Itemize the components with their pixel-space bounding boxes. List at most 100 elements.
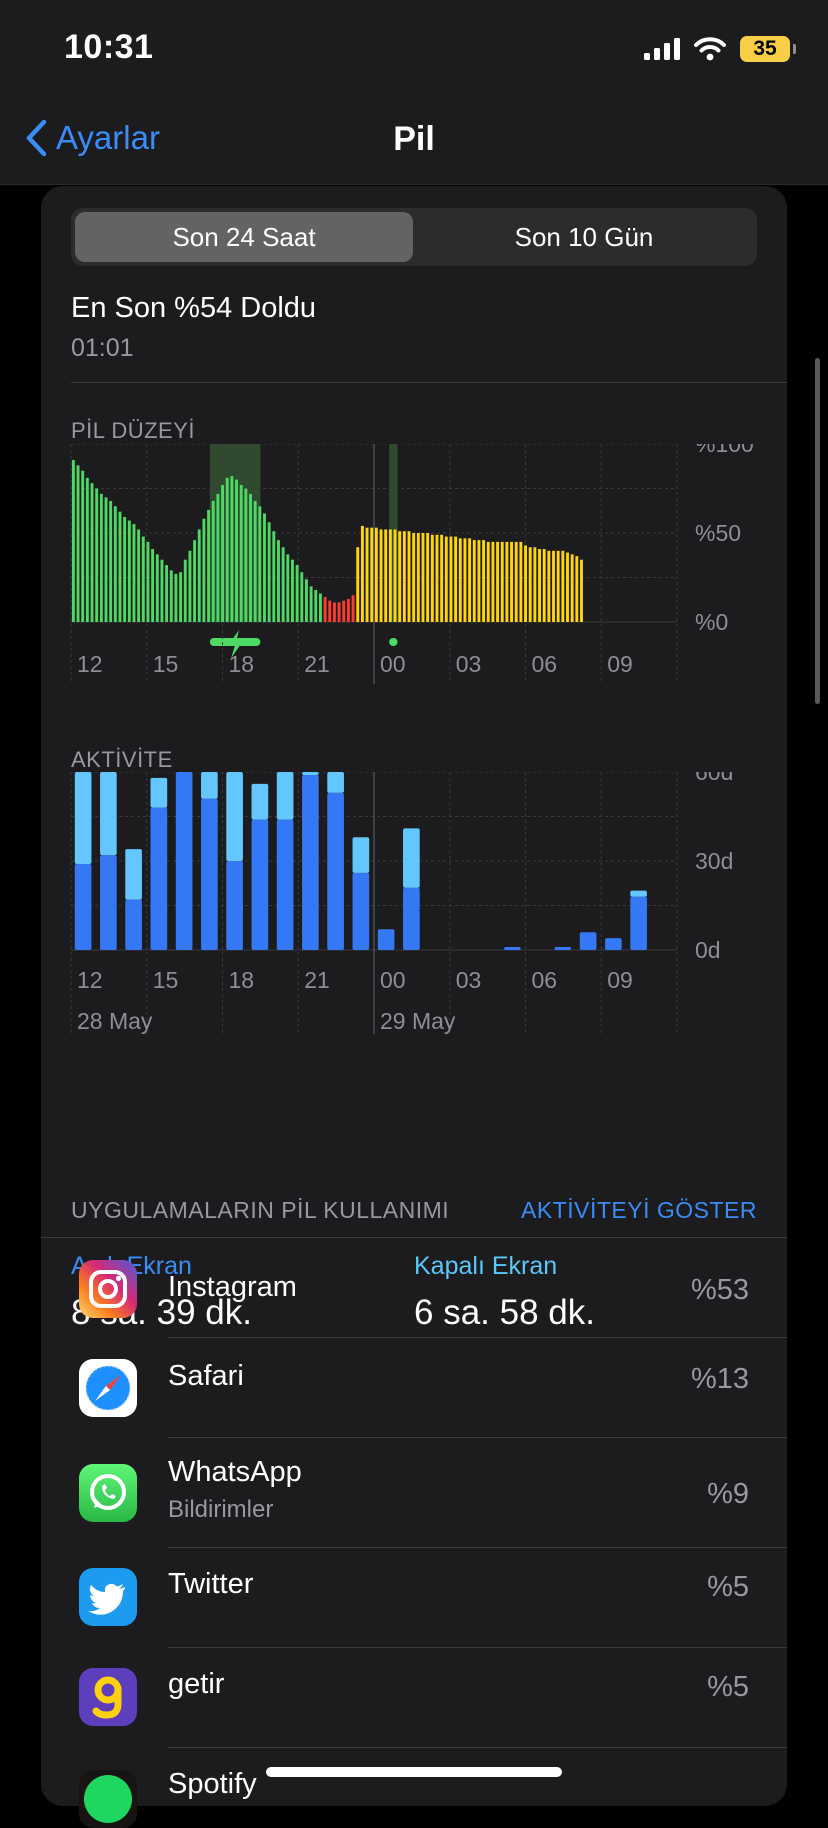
battery-level-bar [412, 533, 416, 622]
battery-level-bar [155, 554, 159, 622]
activity-bar-screen-on [175, 772, 193, 950]
activity-chart[interactable]: 60d 30d 0d 12 15 18 21 00 03 06 09 28 May 29 May [41, 772, 787, 1036]
app-name: WhatsApp [168, 1456, 302, 1488]
wifi-icon [694, 37, 726, 61]
activity-bar-screen-on [579, 932, 597, 950]
battery-level-bar [318, 593, 322, 622]
battery-level-bar [393, 529, 397, 622]
battery-level-bar [291, 559, 294, 622]
activity-bar-screen-off [403, 828, 420, 888]
show-activity-button[interactable]: AKTİVİTEYİ GÖSTER [521, 1197, 757, 1223]
battery-level-bar [90, 483, 94, 622]
battery-level-bar [426, 533, 430, 622]
instagram-icon [79, 1260, 137, 1318]
activity-bar-screen-off [251, 783, 269, 820]
activity-bar-screen-off [630, 890, 647, 897]
battery-level-chart[interactable]: %100 %50 %0 12 15 18 21 00 03 06 09 [41, 444, 787, 686]
activity-bar-screen-off [226, 772, 243, 861]
battery-level-bar [342, 600, 346, 622]
x-tick-label: 09 [607, 651, 633, 677]
x-tick-label: 06 [532, 967, 558, 993]
segment-last-24-hours[interactable]: Son 24 Saat [75, 212, 413, 262]
battery-level-bar [202, 518, 206, 622]
battery-level-bar [440, 534, 444, 622]
battery-level-bar [137, 529, 141, 622]
battery-level-bar [370, 527, 374, 622]
page-title: Pil [393, 120, 435, 158]
back-button[interactable]: Ayarlar [24, 118, 160, 158]
battery-level-bar [263, 513, 266, 622]
app-row-whatsapp[interactable]: WhatsApp Bildirimler %9 [41, 1438, 787, 1548]
battery-level-bar [113, 506, 117, 622]
battery-level-bar [556, 550, 560, 622]
battery-level-bar [95, 488, 99, 622]
activity-bar-screen-on [605, 938, 622, 950]
battery-level-bar [235, 479, 238, 622]
battery-level-bar [230, 476, 234, 622]
battery-level-bar [374, 527, 378, 622]
app-row-spotify[interactable]: Spotify [41, 1748, 787, 1828]
battery-level-bar [435, 534, 439, 622]
battery-level-bar [505, 541, 509, 622]
app-row-twitter[interactable]: Twitter %5 [41, 1548, 787, 1648]
battery-level-bar [407, 531, 411, 622]
activity-bar-screen-on [226, 861, 243, 950]
activity-bar-screen-off [100, 772, 117, 856]
battery-level-bar [118, 511, 122, 622]
app-name: Safari [168, 1360, 244, 1392]
app-row-instagram[interactable]: Instagram %53 [41, 1238, 787, 1338]
battery-level-bar [188, 550, 192, 622]
battery-level-bar [454, 536, 458, 622]
battery-level-bar [533, 547, 537, 622]
battery-level-bar [575, 556, 579, 622]
date-label: 29 May [380, 1008, 456, 1034]
app-row-getir[interactable]: getir %5 [41, 1648, 787, 1748]
scroll-indicator[interactable] [815, 358, 820, 704]
activity-bar-screen-off [150, 777, 168, 808]
battery-level-bar [323, 597, 327, 622]
battery-level-bar [277, 540, 280, 622]
battery-level-bar [468, 538, 472, 622]
activity-bar-screen-on [504, 947, 521, 950]
activity-bar-screen-on [403, 887, 420, 950]
home-indicator[interactable] [266, 1767, 562, 1777]
app-row-safari[interactable]: Safari %13 [41, 1338, 787, 1438]
x-tick-label: 21 [304, 651, 330, 677]
activity-bar-screen-on [630, 896, 647, 950]
segment-last-10-days[interactable]: Son 10 Gün [514, 221, 654, 252]
battery-level-bar [561, 550, 565, 622]
battery-level-bar [272, 531, 276, 622]
app-subtitle: Bildirimler [168, 1496, 274, 1523]
battery-level-bar [510, 541, 514, 622]
battery-level-bar [258, 506, 262, 622]
battery-level-bar [351, 595, 355, 622]
app-name: Instagram [168, 1271, 297, 1303]
app-name: Twitter [168, 1568, 254, 1600]
x-tick-label: 15 [153, 651, 179, 677]
section-divider [71, 382, 787, 383]
battery-level-bar [328, 600, 332, 622]
activity-bar-screen-on [251, 819, 269, 950]
x-tick-label: 06 [532, 651, 558, 677]
battery-level-bar [472, 540, 476, 622]
battery-level-bar [365, 527, 369, 622]
activity-label: AKTİVİTE [71, 747, 173, 772]
date-label: 28 May [77, 1008, 153, 1034]
x-tick-label: 03 [456, 651, 482, 677]
app-percent: %5 [707, 1571, 749, 1603]
activity-bar-screen-off [302, 772, 319, 775]
battery-level-bar [225, 477, 229, 622]
battery-level-bar [388, 529, 392, 622]
battery-level-bar [519, 541, 523, 622]
spotify-icon [79, 1770, 137, 1828]
activity-bar-screen-on [302, 774, 319, 950]
activity-bar-screen-on [74, 863, 92, 950]
battery-percent: 35 [753, 37, 777, 60]
activity-bar-screen-off [125, 849, 142, 900]
battery-level-bar [346, 598, 350, 622]
status-time: 10:31 [64, 28, 154, 66]
activity-bar-screen-on [201, 798, 218, 950]
x-tick-label: 03 [456, 967, 482, 993]
battery-level-bar [542, 549, 546, 622]
activity-bar-screen-on [125, 899, 142, 950]
